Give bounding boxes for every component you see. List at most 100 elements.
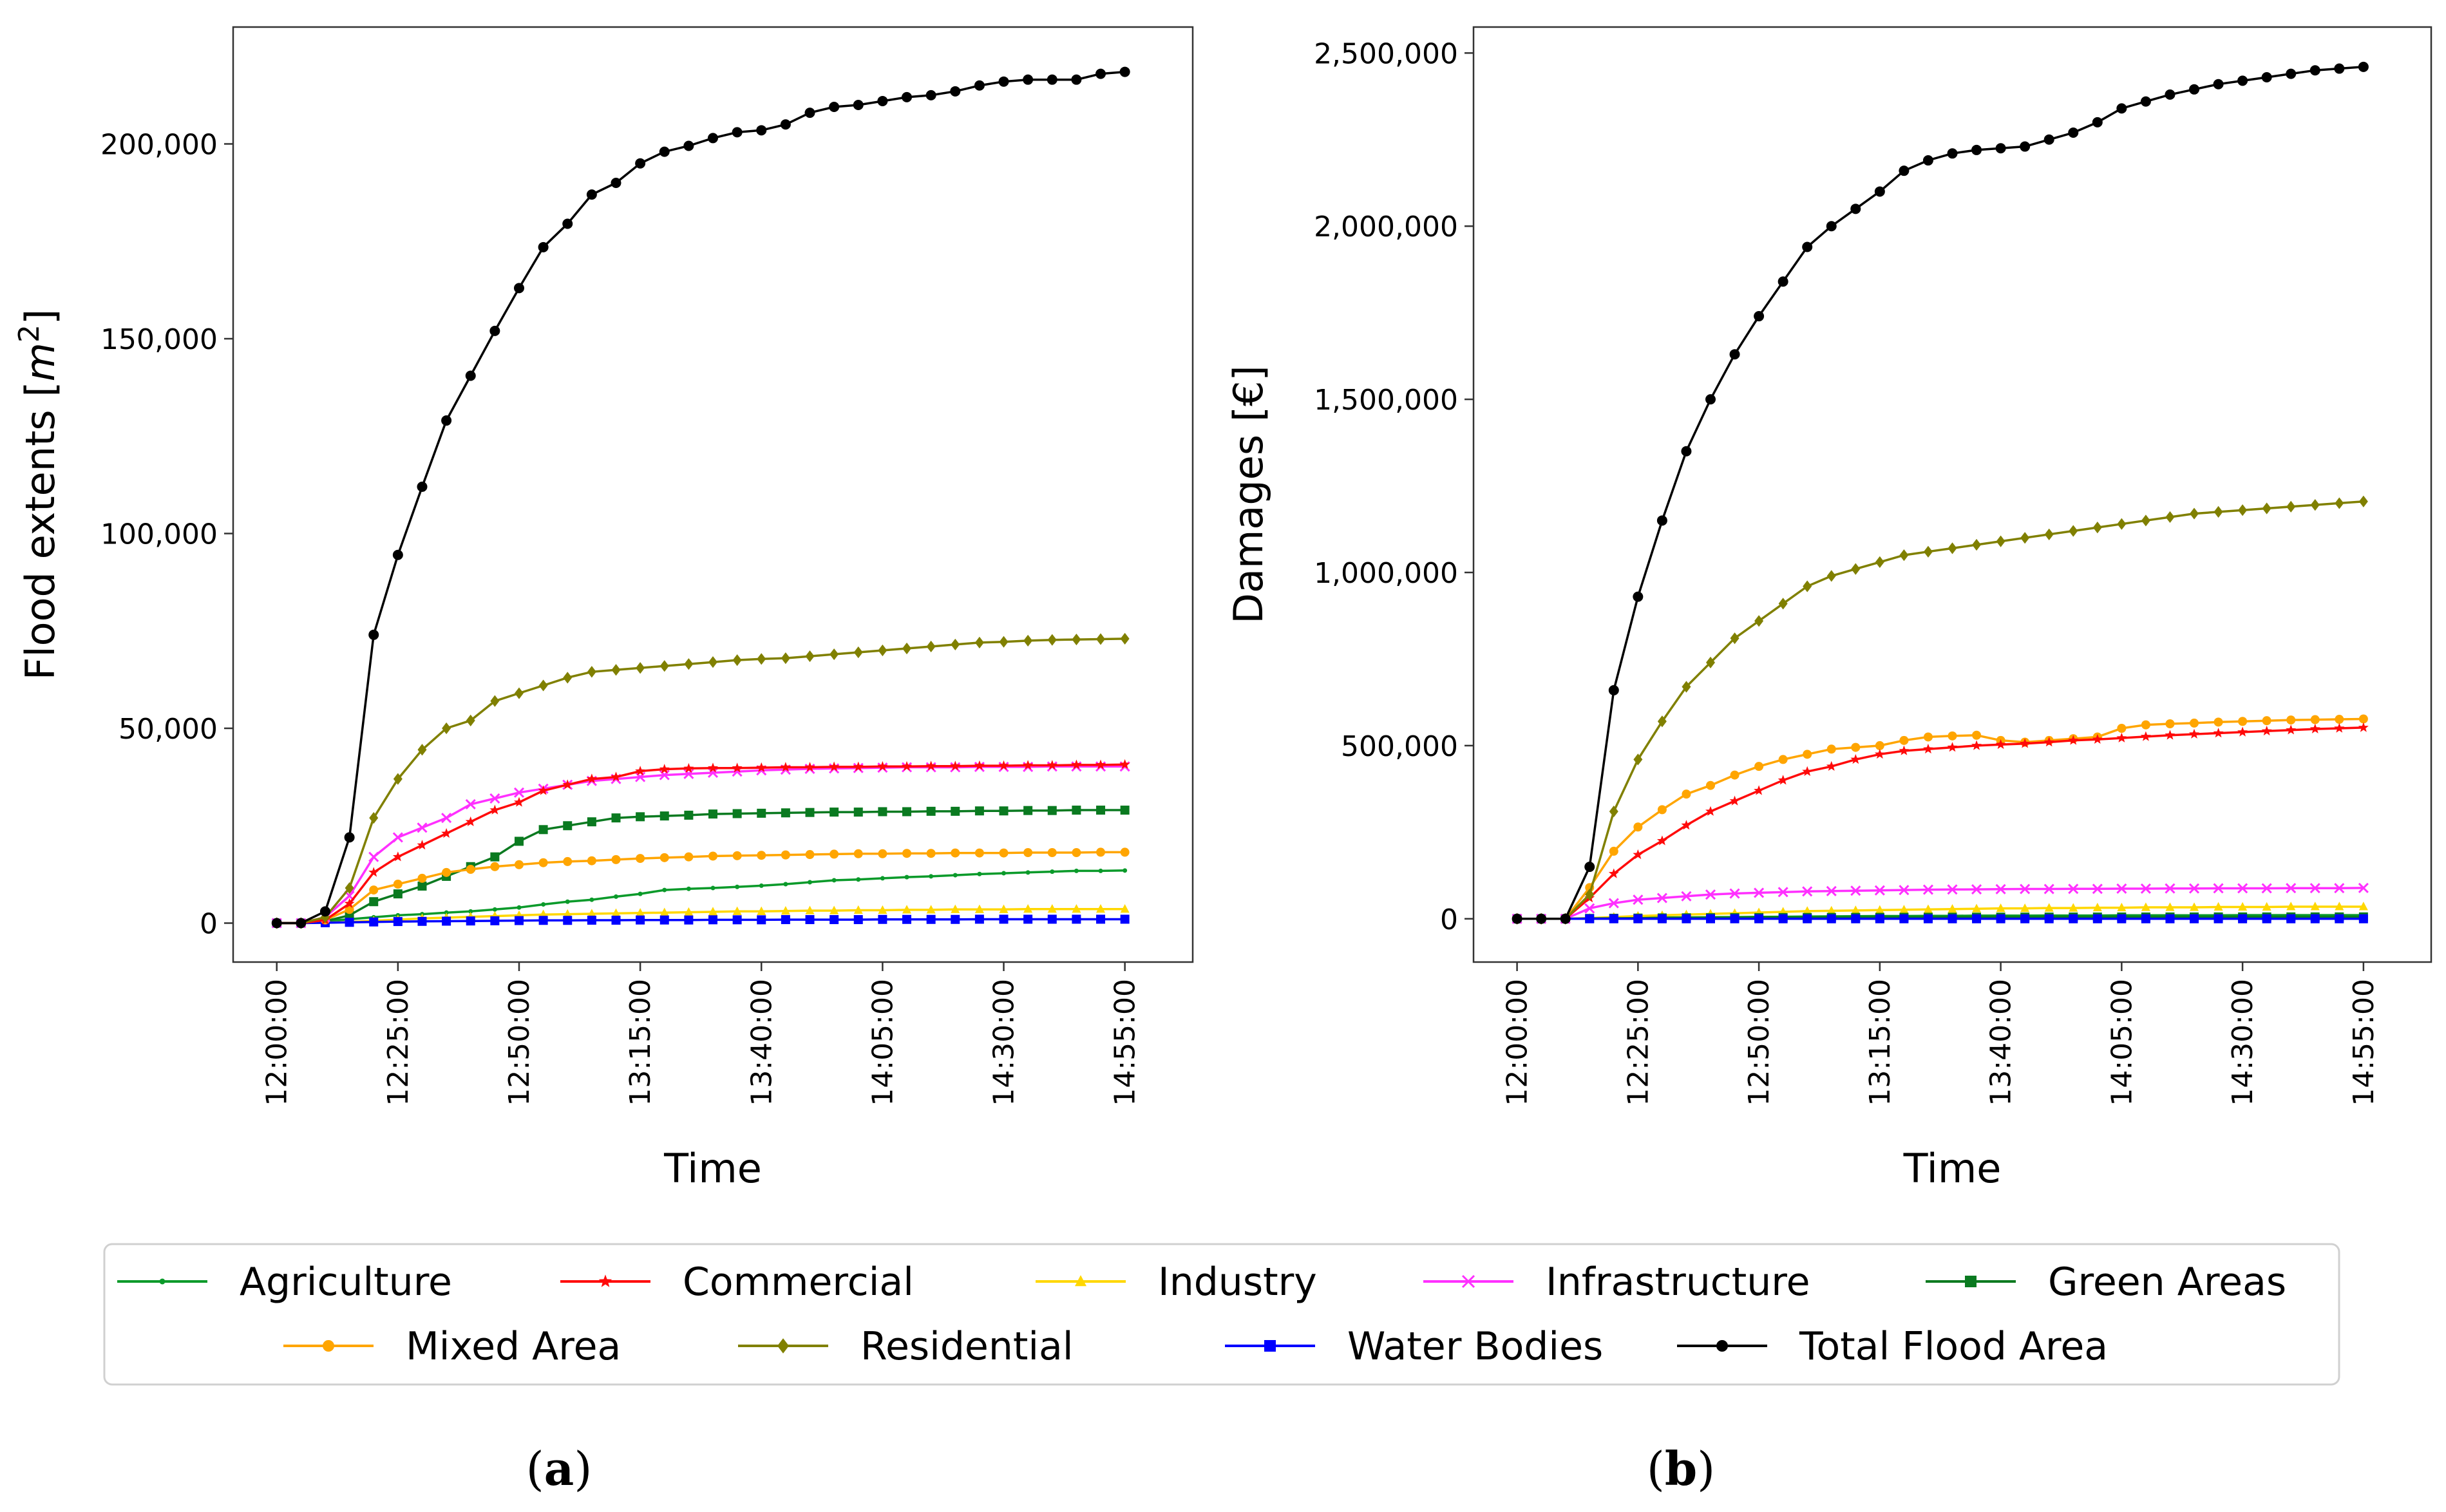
data-point-commercial — [538, 785, 549, 795]
data-point-mixed-area — [1072, 847, 1081, 857]
data-point-industry — [2238, 902, 2248, 911]
data-point-total-flood-area — [1922, 155, 1933, 166]
series-line-infrastructure — [1517, 887, 2364, 920]
data-point-residential — [1972, 538, 1982, 551]
data-point-mixed-area — [2335, 715, 2344, 724]
x-tick-label: 13:15:00 — [624, 979, 657, 1106]
data-point-water-bodies — [2141, 914, 2150, 923]
data-point-green-areas — [805, 808, 815, 817]
data-point-residential — [442, 722, 451, 735]
series-mixed-area — [1512, 714, 2368, 923]
data-point-total-flood-area — [513, 283, 524, 294]
data-point-commercial — [1095, 759, 1106, 770]
legend-label: Green Areas — [2048, 1260, 2286, 1305]
data-point-mixed-area — [514, 860, 524, 869]
data-point-total-flood-area — [2165, 89, 2176, 100]
data-point-agriculture — [444, 910, 449, 915]
data-point-water-bodies — [781, 915, 790, 925]
series-line-infrastructure — [276, 765, 1125, 925]
data-point-total-flood-area — [1512, 913, 1522, 924]
data-point-mixed-area — [2310, 715, 2320, 724]
data-point-commercial — [804, 762, 815, 772]
data-point-mixed-area — [1682, 789, 1691, 799]
data-point-mixed-area — [805, 850, 815, 860]
data-point-commercial — [853, 761, 864, 771]
data-point-mixed-area — [466, 865, 475, 874]
data-point-green-areas — [974, 806, 984, 816]
series-line-agriculture — [276, 869, 1125, 925]
data-point-commercial — [2140, 731, 2151, 741]
data-point-mixed-area — [2214, 717, 2223, 727]
x-tick-label: 12:50:00 — [503, 979, 536, 1106]
data-point-commercial — [925, 761, 936, 771]
data-point-agriculture — [977, 871, 982, 876]
data-point-mixed-area — [2141, 720, 2150, 730]
y-tick-label: 50,000 — [119, 713, 218, 746]
data-point-residential — [2358, 495, 2368, 507]
data-point-commercial — [1947, 742, 1958, 752]
data-point-water-bodies — [684, 915, 694, 925]
data-point-total-flood-area — [1705, 394, 1716, 405]
data-point-total-flood-area — [1047, 74, 1057, 85]
data-point-green-areas — [999, 806, 1009, 816]
data-point-industry — [2190, 902, 2199, 911]
panel-label-a-close: ) — [574, 1442, 592, 1496]
data-point-residential — [1682, 681, 1691, 693]
data-point-total-flood-area — [2261, 71, 2272, 82]
data-point-infrastructure — [2358, 882, 2369, 893]
data-point-green-areas — [902, 807, 912, 817]
data-point-mixed-area — [684, 852, 694, 862]
y-tick-label: 1,000,000 — [1314, 557, 1458, 590]
data-point-total-flood-area — [319, 906, 330, 917]
data-point-industry — [974, 904, 984, 913]
data-point-water-bodies — [1778, 914, 1788, 923]
data-point-total-flood-area — [1071, 74, 1082, 85]
data-point-water-bodies — [1585, 914, 1595, 923]
legend-marker-residential — [777, 1338, 789, 1354]
data-point-commercial — [950, 761, 961, 771]
series-line-commercial — [1517, 726, 2364, 920]
data-point-mixed-area — [1120, 847, 1130, 857]
data-point-commercial — [1923, 743, 1933, 754]
data-point-industry — [611, 908, 621, 917]
data-point-mixed-area — [538, 858, 548, 867]
data-point-infrastructure — [659, 770, 670, 780]
data-point-total-flood-area — [1971, 144, 1982, 155]
data-point-residential — [902, 642, 912, 655]
data-point-agriculture — [759, 883, 764, 888]
data-point-mixed-area — [442, 867, 451, 877]
legend: Agriculture Commercial Industry Infrastruct… — [103, 1243, 2340, 1386]
y-tick-label: 2,000,000 — [1314, 211, 1458, 243]
data-point-agriculture — [589, 897, 594, 902]
data-point-water-bodies — [636, 915, 645, 925]
data-point-total-flood-area — [2020, 141, 2031, 152]
y-axis-title: Damages [€] — [1225, 365, 1272, 623]
data-point-infrastructure — [1729, 888, 1740, 899]
data-point-water-bodies — [1826, 914, 1836, 923]
data-point-residential — [732, 654, 742, 666]
data-point-industry — [732, 906, 742, 915]
data-point-commercial — [659, 764, 670, 774]
legend-entry-green-areas: Green Areas — [1926, 1260, 2286, 1305]
data-point-water-bodies — [1803, 914, 1812, 923]
data-point-commercial — [2286, 724, 2297, 735]
data-point-green-areas — [1120, 806, 1130, 815]
data-point-total-flood-area — [1874, 186, 1885, 197]
data-point-mixed-area — [708, 851, 717, 861]
data-point-water-bodies — [902, 914, 912, 924]
data-point-industry — [1875, 905, 1884, 914]
data-point-mixed-area — [587, 856, 596, 865]
data-point-residential — [1585, 889, 1595, 901]
legend-entry-agriculture: Agriculture — [117, 1260, 452, 1305]
data-point-residential — [781, 652, 790, 665]
panel-label-b-open: ( — [1647, 1442, 1665, 1496]
panel-label-b: (b) — [1647, 1441, 1716, 1496]
x-tick-label: 14:05:00 — [2105, 979, 2138, 1106]
data-point-residential — [2262, 502, 2271, 515]
data-point-residential — [1875, 556, 1884, 568]
data-point-total-flood-area — [368, 629, 379, 640]
x-tick-label: 12:25:00 — [382, 979, 415, 1106]
data-point-mixed-area — [1875, 741, 1884, 750]
data-point-infrastructure — [2309, 883, 2320, 894]
data-point-industry — [951, 904, 960, 913]
